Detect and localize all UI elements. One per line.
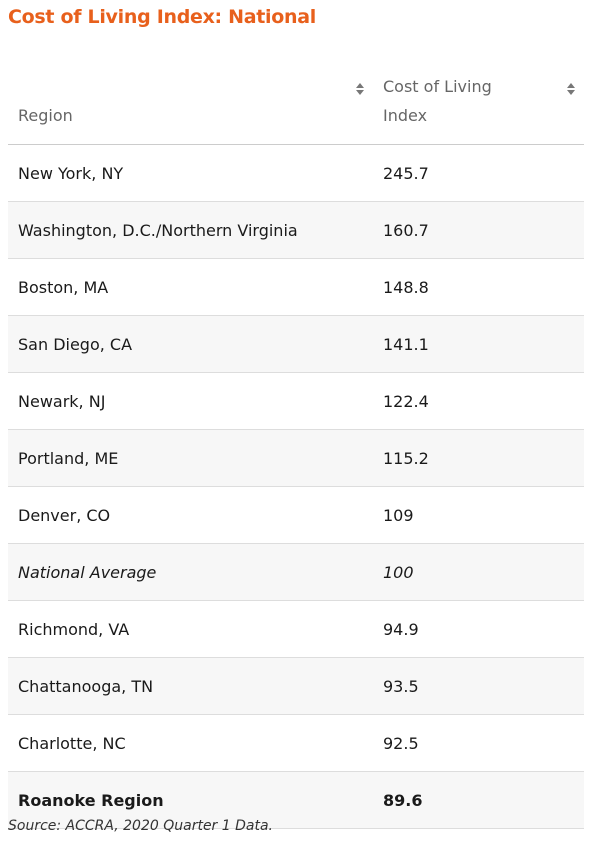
- region-cell: Denver, CO: [8, 486, 373, 544]
- index-cell: 141.1: [373, 315, 584, 373]
- title: Cost of Living Index: National: [8, 6, 316, 28]
- table-row: Portland, ME 115.2: [8, 429, 584, 487]
- region-cell: Roanoke Region: [8, 771, 373, 829]
- index-cell: 160.7: [373, 201, 584, 259]
- sort-icon[interactable]: [355, 82, 365, 96]
- table-row: Roanoke Region 89.6: [8, 771, 584, 829]
- table: Region Cost of Living Index New York, NY…: [8, 52, 584, 829]
- column-label: Region: [18, 106, 73, 125]
- table-row: Denver, CO 109: [8, 486, 584, 544]
- region-cell: Portland, ME: [8, 429, 373, 487]
- index-cell: 93.5: [373, 657, 584, 715]
- region-cell: Richmond, VA: [8, 600, 373, 658]
- table-row: Richmond, VA 94.9: [8, 600, 584, 658]
- column-header[interactable]: Cost of Living Index: [373, 52, 584, 145]
- index-cell: 122.4: [373, 372, 584, 430]
- index-cell: 115.2: [373, 429, 584, 487]
- table-row: Chattanooga, TN 93.5: [8, 657, 584, 715]
- region-cell: Boston, MA: [8, 258, 373, 316]
- index-cell: 109: [373, 486, 584, 544]
- region-cell: National Average: [8, 543, 373, 601]
- header-row: Region Cost of Living Index: [8, 52, 584, 145]
- region-cell: Chattanooga, TN: [8, 657, 373, 715]
- column-label: Cost of Living Index: [383, 77, 492, 125]
- region-cell: Washington, D.C./Northern Virginia: [8, 201, 373, 259]
- index-cell: 148.8: [373, 258, 584, 316]
- table-row: Washington, D.C./Northern Virginia 160.7: [8, 201, 584, 259]
- region-cell: New York, NY: [8, 144, 373, 202]
- region-cell: Charlotte, NC: [8, 714, 373, 772]
- source-note: Source: ACCRA, 2020 Quarter 1 Data.: [8, 818, 274, 834]
- index-cell: 245.7: [373, 144, 584, 202]
- region-cell: San Diego, CA: [8, 315, 373, 373]
- index-cell: 100: [373, 543, 584, 601]
- table-row: San Diego, CA 141.1: [8, 315, 584, 373]
- table-row: Boston, MA 148.8: [8, 258, 584, 316]
- table-row: Charlotte, NC 92.5: [8, 714, 584, 772]
- table-row: National Average 100: [8, 543, 584, 601]
- index-cell: 94.9: [373, 600, 584, 658]
- sort-icon[interactable]: [566, 82, 576, 96]
- table-row: New York, NY 245.7: [8, 144, 584, 202]
- index-cell: 92.5: [373, 714, 584, 772]
- table-row: Newark, NJ 122.4: [8, 372, 584, 430]
- index-cell: 89.6: [373, 771, 584, 829]
- region-cell: Newark, NJ: [8, 372, 373, 430]
- column-header[interactable]: Region: [8, 52, 373, 145]
